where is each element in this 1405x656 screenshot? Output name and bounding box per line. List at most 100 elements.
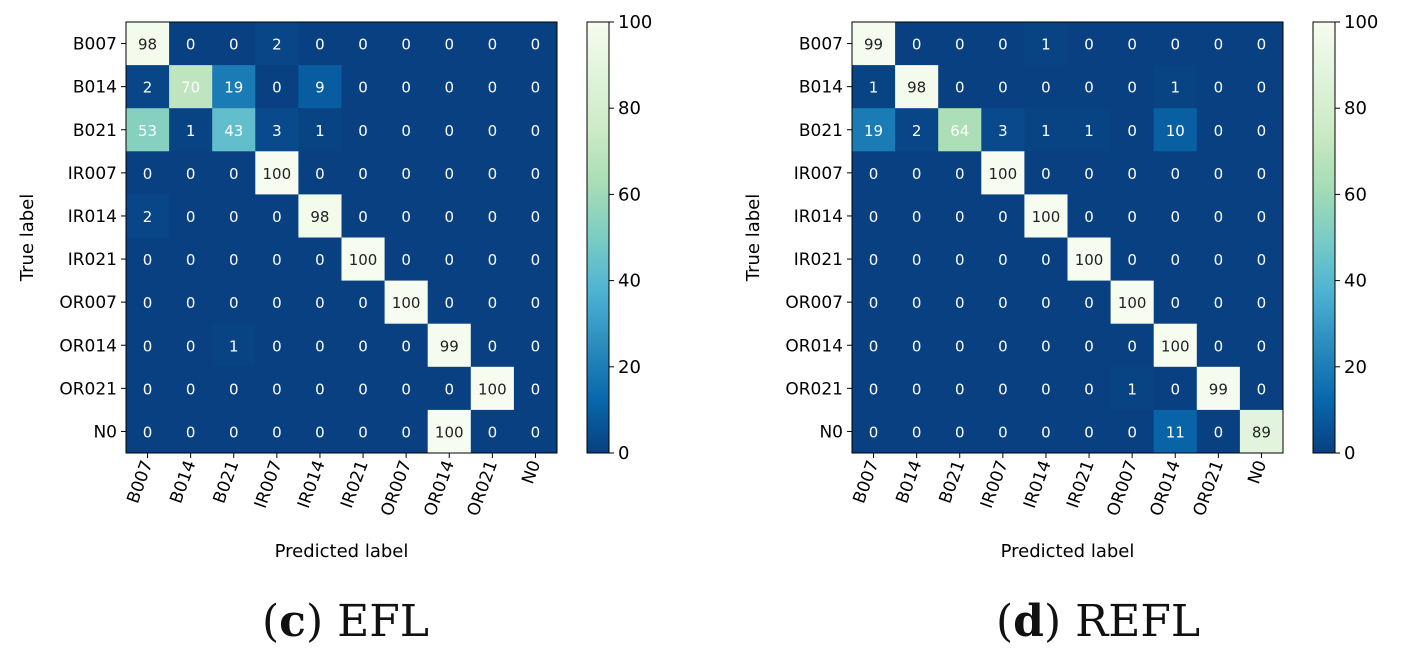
cell-value-label: 98 [907, 79, 926, 97]
x-tick-label: N0 [1244, 458, 1271, 487]
cell-OR007-OR021 [470, 280, 515, 325]
cell-value-label: 0 [1084, 294, 1094, 312]
cell-IR007-B014 [895, 151, 939, 195]
cell-IR007-OR021 [470, 151, 515, 195]
cell-value-label: 0 [912, 165, 922, 183]
cell-OR007-IR007 [255, 280, 299, 325]
cell-value-label: 0 [358, 337, 368, 355]
cell-value-label: 0 [1214, 294, 1224, 312]
cell-OR007-OR014 [1153, 280, 1198, 325]
axes-frame [125, 21, 558, 454]
cell-value-label: 2 [143, 208, 153, 226]
cell-B014-OR021 [1196, 65, 1241, 109]
cell-value-label: 0 [1127, 122, 1137, 140]
x-tick-label: OR007 [377, 458, 416, 519]
cell-value-label: 0 [1170, 208, 1180, 226]
cell-B021-B007 [852, 108, 896, 152]
cell-B007-IR014 [298, 22, 342, 66]
cell-B014-IR014 [298, 65, 342, 109]
cell-value-label: 0 [998, 380, 1008, 398]
cell-value-label: 0 [186, 423, 196, 441]
cell-value-label: 19 [224, 79, 243, 97]
cell-value-label: 1 [1041, 122, 1051, 140]
cell-OR007-B014 [895, 280, 939, 325]
cell-B014-IR021 [1067, 65, 1112, 109]
cell-N0-B007 [852, 409, 896, 454]
cell-OR014-OR014 [427, 323, 472, 368]
cell-IR007-IR014 [298, 151, 342, 195]
x-tick-label: OR021 [464, 458, 503, 519]
cell-IR014-IR021 [341, 194, 386, 238]
cell-value-label: 0 [1170, 294, 1180, 312]
cell-OR007-B014 [169, 280, 213, 325]
cell-value-label: 0 [272, 337, 282, 355]
cell-IR007-B021 [938, 151, 982, 195]
cell-value-label: 100 [989, 165, 1018, 183]
cell-value-label: 0 [488, 251, 498, 269]
caption-letter: d [1013, 596, 1044, 647]
cell-IR007-OR014 [1153, 151, 1198, 195]
cell-B021-OR021 [1196, 108, 1241, 152]
cell-value-label: 0 [531, 208, 541, 226]
cell-value-label: 0 [531, 251, 541, 269]
cell-value-label: 0 [1127, 423, 1137, 441]
cell-value-label: 0 [229, 36, 239, 54]
cell-OR014-OR007 [1110, 323, 1155, 368]
cell-OR021-IR007 [255, 366, 299, 411]
cell-OR021-IR014 [1024, 366, 1068, 411]
cell-B021-OR007 [384, 108, 429, 152]
cell-B007-IR007 [255, 22, 299, 66]
colorbar-tick-label: 20 [618, 357, 641, 378]
caption-refl: (d) REFL [996, 596, 1201, 647]
cell-OR014-OR021 [470, 323, 515, 368]
cell-value-label: 64 [950, 122, 969, 140]
cell-OR021-OR021 [1196, 366, 1241, 411]
cell-value-label: 0 [315, 251, 325, 269]
cell-value-label: 0 [272, 251, 282, 269]
cell-value-label: 0 [531, 165, 541, 183]
cell-value-label: 0 [531, 294, 541, 312]
y-tick-label: IR014 [68, 207, 117, 227]
cell-value-label: 0 [272, 208, 282, 226]
cell-value-label: 100 [263, 165, 292, 183]
cell-N0-OR014 [1153, 409, 1198, 454]
cell-value-label: 3 [998, 122, 1008, 140]
cell-value-label: 0 [869, 208, 879, 226]
cell-value-label: 0 [143, 251, 153, 269]
cell-value-label: 0 [1084, 337, 1094, 355]
cell-value-label: 0 [1257, 208, 1267, 226]
cell-B007-B014 [169, 22, 213, 66]
cell-value-label: 2 [143, 79, 153, 97]
cell-value-label: 0 [358, 36, 368, 54]
cell-value-label: 0 [1214, 251, 1224, 269]
y-tick-label: OR014 [785, 336, 843, 356]
cell-value-label: 0 [1214, 423, 1224, 441]
cell-OR021-OR014 [1153, 366, 1198, 411]
cell-value-label: 0 [1170, 251, 1180, 269]
cell-value-label: 0 [143, 380, 153, 398]
cell-N0-IR021 [1067, 409, 1112, 454]
cell-value-label: 0 [1257, 294, 1267, 312]
cell-value-label: 0 [869, 380, 879, 398]
cell-N0-B014 [895, 409, 939, 454]
cell-value-label: 0 [186, 294, 196, 312]
cell-value-label: 98 [310, 208, 329, 226]
y-tick-label: OR014 [59, 336, 117, 356]
cell-IR021-OR007 [384, 237, 429, 282]
cell-IR007-OR014 [427, 151, 472, 195]
cell-value-label: 0 [1127, 251, 1137, 269]
cell-value-label: 0 [401, 251, 411, 269]
cell-N0-IR007 [255, 409, 299, 454]
cell-OR014-OR021 [1196, 323, 1241, 368]
cell-IR007-IR007 [981, 151, 1025, 195]
cell-IR007-IR007 [255, 151, 299, 195]
cell-value-label: 0 [444, 122, 454, 140]
cell-IR014-IR007 [255, 194, 299, 238]
cell-B007-N0 [1239, 22, 1284, 66]
cell-IR021-B007 [126, 237, 170, 282]
cell-value-label: 0 [955, 251, 965, 269]
cell-OR007-B007 [126, 280, 170, 325]
cell-value-label: 0 [401, 165, 411, 183]
cell-value-label: 0 [1214, 208, 1224, 226]
cell-value-label: 0 [531, 380, 541, 398]
